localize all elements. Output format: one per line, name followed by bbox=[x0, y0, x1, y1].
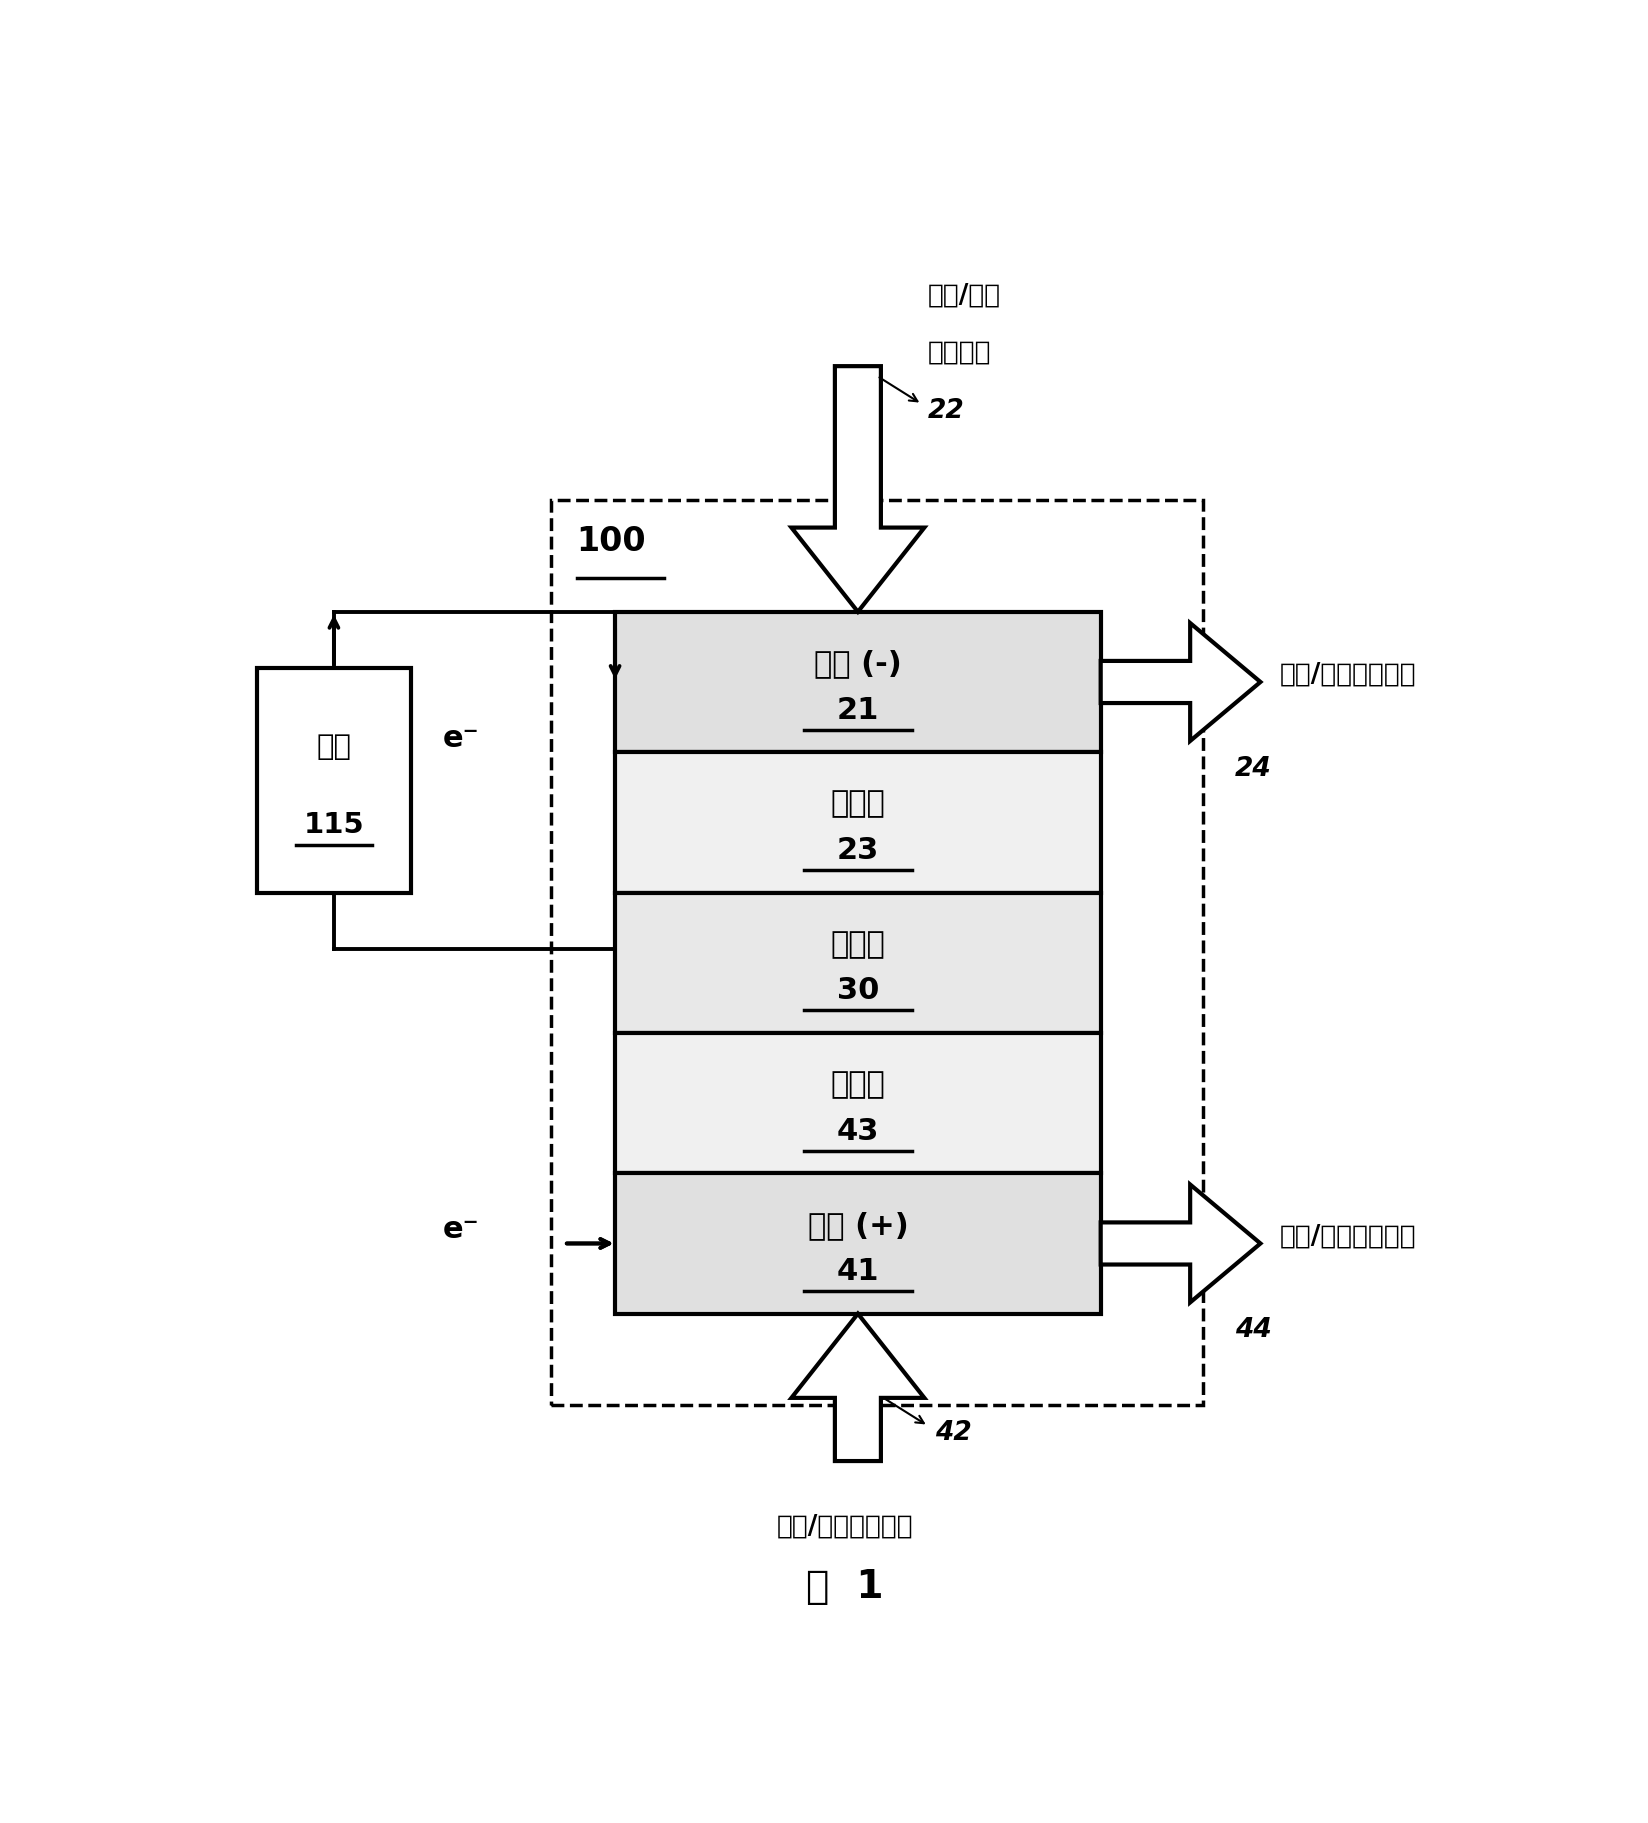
Polygon shape bbox=[1101, 1185, 1259, 1302]
Text: 输入端口: 输入端口 bbox=[928, 339, 990, 365]
Text: 图  1: 图 1 bbox=[806, 1568, 883, 1606]
Text: 24: 24 bbox=[1234, 757, 1271, 782]
Text: 44: 44 bbox=[1234, 1318, 1271, 1344]
Text: 阳极 (-): 阳极 (-) bbox=[814, 649, 901, 678]
Text: 负载: 负载 bbox=[316, 733, 351, 760]
Text: 气体/液体输出端口: 气体/液体输出端口 bbox=[1279, 1223, 1416, 1249]
Text: e⁻: e⁻ bbox=[442, 724, 480, 753]
Text: 电解质: 电解质 bbox=[831, 930, 885, 959]
Text: 41: 41 bbox=[836, 1258, 878, 1285]
Text: 催化剤: 催化剤 bbox=[831, 789, 885, 819]
Text: 23: 23 bbox=[836, 837, 878, 864]
Text: 30: 30 bbox=[836, 977, 878, 1004]
Text: e⁻: e⁻ bbox=[442, 1214, 480, 1243]
Text: 42: 42 bbox=[934, 1420, 971, 1446]
Bar bbox=[615, 613, 1101, 753]
Text: 催化剤: 催化剤 bbox=[831, 1070, 885, 1099]
Bar bbox=[615, 893, 1101, 1034]
Bar bbox=[615, 753, 1101, 893]
Polygon shape bbox=[791, 1314, 925, 1460]
Text: 115: 115 bbox=[303, 811, 364, 839]
Text: 22: 22 bbox=[928, 397, 964, 425]
Text: 100: 100 bbox=[577, 525, 646, 558]
Polygon shape bbox=[791, 366, 925, 613]
Bar bbox=[615, 1034, 1101, 1174]
Bar bbox=[615, 1174, 1101, 1314]
Bar bbox=[257, 667, 410, 893]
Polygon shape bbox=[1101, 623, 1259, 740]
Bar bbox=[550, 500, 1203, 1406]
Text: 气体/液体输入端口: 气体/液体输入端口 bbox=[776, 1515, 913, 1540]
Text: 阴极 (+): 阴极 (+) bbox=[808, 1210, 908, 1240]
Text: 气体/液体输出端口: 气体/液体输出端口 bbox=[1279, 662, 1416, 687]
Text: 气体/液体: 气体/液体 bbox=[928, 283, 1000, 308]
Text: 43: 43 bbox=[836, 1117, 878, 1145]
Text: 21: 21 bbox=[836, 696, 878, 724]
